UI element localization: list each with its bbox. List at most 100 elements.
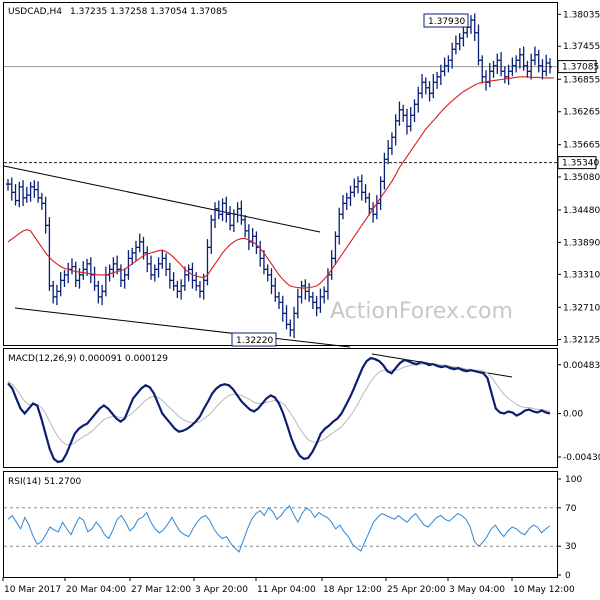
price-bar — [24, 186, 29, 203]
price-tick-label: 1.38035 — [563, 10, 600, 20]
price-bar — [307, 283, 312, 302]
price-bar — [126, 250, 131, 280]
macd-panel-title: MACD(12,26,9) 0.000091 0.000129 — [8, 354, 168, 364]
price-tick-label: 1.33310 — [563, 270, 600, 280]
price-bar — [371, 202, 376, 223]
price-tick-label: 1.34480 — [563, 206, 600, 216]
price-bar — [32, 180, 37, 198]
price-bar — [69, 258, 74, 275]
price-bar — [231, 209, 236, 232]
price-bar — [453, 35, 458, 55]
price-bar — [333, 231, 338, 265]
price-bar — [299, 280, 304, 304]
rsi-tick-label: 70 — [565, 504, 577, 514]
price-bar — [348, 185, 353, 207]
macd-tick-label: 0.00 — [563, 410, 583, 420]
price-bar — [228, 206, 233, 231]
price-tick-label: 1.36855 — [563, 75, 600, 85]
price-bar — [9, 177, 14, 201]
price-bar — [122, 268, 127, 289]
high-price-label: 1.37930 — [428, 17, 465, 27]
price-bar — [318, 288, 323, 313]
price-axis: 1.38035 1.37455 1.36855 1.36265 1.35665 1.350… — [557, 10, 600, 346]
price-bar — [521, 46, 526, 71]
price-tick-label: 1.33890 — [563, 238, 600, 248]
lower-channel-line — [14, 307, 351, 348]
price-bar — [480, 55, 485, 84]
price-bar — [288, 319, 293, 337]
price-bar — [277, 291, 281, 309]
rsi-line — [7, 505, 551, 553]
price-bar — [344, 192, 349, 210]
price-bar — [92, 266, 97, 291]
high-price-box — [423, 13, 469, 28]
price-bar — [54, 284, 59, 306]
price-bar — [239, 200, 244, 225]
price-bar — [532, 46, 537, 66]
price-bar — [111, 257, 116, 278]
price-bar — [446, 55, 451, 73]
price-bar — [506, 64, 511, 86]
price-bar — [322, 286, 327, 304]
price-tick-label: 1.35080 — [563, 173, 600, 183]
price-bar — [420, 74, 425, 99]
price-bar — [182, 266, 187, 291]
price-bar — [265, 264, 270, 282]
price-bar — [386, 140, 391, 165]
price-bar — [442, 57, 447, 77]
price-bar — [156, 257, 161, 278]
price-bar — [43, 196, 48, 234]
price-tick-label: 1.36265 — [563, 108, 600, 118]
price-bar — [303, 279, 308, 300]
price-bar — [404, 108, 409, 135]
price-ohlc-readout: 1.37235 1.37258 1.37054 1.37085 — [70, 7, 227, 17]
price-bar — [352, 178, 357, 198]
price-bar — [73, 261, 78, 287]
time-tick-label: 27 Mar 12:00 — [131, 585, 191, 595]
price-tick-label: 1.35665 — [563, 141, 600, 151]
price-bar — [66, 262, 71, 284]
price-bar — [292, 306, 297, 339]
price-bar — [491, 60, 496, 78]
time-axis: 10 Mar 2017 20 Mar 04:00 27 Mar 12:00 3 Apr… — [2, 577, 575, 595]
price-bar — [254, 231, 259, 254]
time-tick-label: 10 Mar 2017 — [4, 585, 61, 595]
price-bar — [314, 295, 319, 317]
price-bar — [205, 239, 210, 286]
price-bar — [36, 181, 41, 203]
upper-channel-line — [3, 165, 321, 233]
price-bar — [118, 264, 123, 287]
price-bar — [100, 284, 105, 306]
price-bar — [96, 280, 101, 304]
price-bar — [103, 266, 108, 297]
price-bar — [175, 280, 180, 298]
low-price-box — [231, 332, 277, 347]
price-bar — [374, 195, 379, 220]
moving-average-line — [7, 76, 554, 289]
price-bar — [246, 224, 251, 251]
price-bar — [250, 228, 255, 247]
macd-tick-label: 0.004836 — [563, 361, 600, 371]
price-bar — [58, 272, 63, 297]
price-bar — [363, 184, 368, 203]
macd-tick-label: -0.004307 — [563, 453, 600, 463]
price-bar — [280, 295, 285, 322]
price-bar — [536, 49, 541, 73]
price-bar — [51, 280, 56, 304]
price-panel-title: USDCAD,H4 — [8, 7, 62, 17]
rsi-tick-label: 100 — [565, 475, 582, 485]
price-bar — [133, 240, 138, 262]
price-bar — [220, 198, 225, 221]
time-tick-label: 11 Apr 04:00 — [257, 585, 316, 595]
macd-panel: MACD(12,26,9) 0.000091 0.000129 0.004836… — [3, 348, 600, 468]
price-hlines — [4, 66, 557, 164]
price-bar — [149, 255, 154, 280]
price-bar — [367, 192, 372, 216]
price-panel-frame — [3, 2, 558, 346]
price-bar — [186, 264, 191, 282]
rsi-axis: 100 70 30 0 — [557, 475, 582, 581]
price-bar — [461, 26, 466, 47]
price-bar — [356, 176, 361, 194]
price-bar — [499, 52, 504, 77]
price-bar — [310, 291, 315, 309]
